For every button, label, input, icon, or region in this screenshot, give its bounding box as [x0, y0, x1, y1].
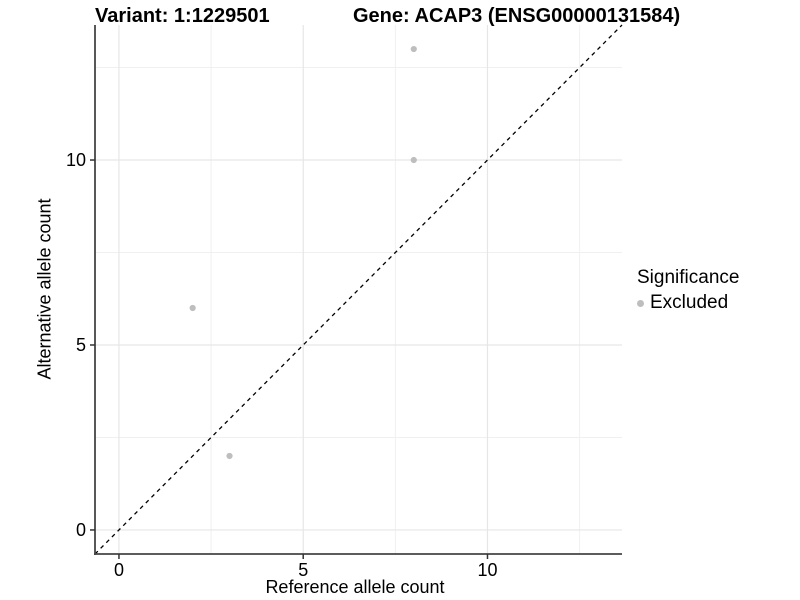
gene-title: Gene: ACAP3 (ENSG00000131584)	[353, 5, 681, 27]
data-point	[410, 156, 417, 164]
axis-ticks: 0 5 10 0 5 10	[66, 150, 498, 580]
minor-gridlines	[95, 25, 622, 554]
data-point	[189, 304, 196, 312]
data-point	[410, 45, 417, 53]
legend-item-label: Excluded	[650, 292, 729, 313]
x-tick-label: 0	[114, 560, 124, 580]
legend-item-excluded: Excluded	[637, 292, 739, 314]
data-point	[226, 452, 233, 460]
legend-title: Significance	[637, 267, 740, 288]
major-gridlines	[95, 25, 622, 554]
identity-dashed-line	[94, 24, 623, 555]
legend-point-icon	[637, 299, 644, 307]
x-tick-label: 5	[298, 560, 308, 580]
y-tick-label: 0	[76, 520, 86, 540]
y-tick-label: 5	[76, 335, 86, 355]
legend: Significance Excluded	[637, 267, 739, 314]
data-points	[189, 45, 417, 460]
y-axis-title: Alternative allele count	[34, 198, 55, 380]
y-tick-label: 10	[66, 150, 86, 170]
variant-title: Variant: 1:1229501	[95, 5, 270, 27]
x-tick-label: 10	[477, 560, 497, 580]
x-axis-title: Reference allele count	[265, 577, 445, 597]
